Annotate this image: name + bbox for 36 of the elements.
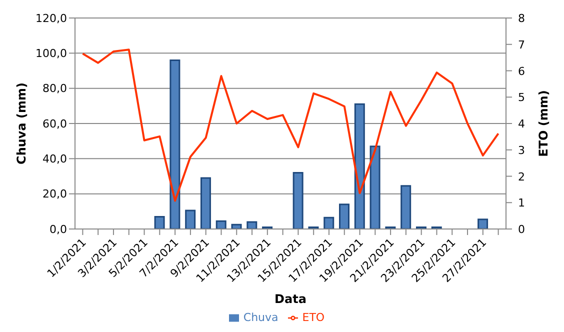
bar <box>370 146 380 229</box>
y-tick-label: 120,0 <box>36 12 67 25</box>
bar <box>246 221 258 229</box>
bar <box>154 216 165 229</box>
legend-label: ETO <box>302 311 325 324</box>
y-tick-label: 60,0 <box>42 117 67 130</box>
bar <box>400 185 412 229</box>
bar <box>354 103 365 229</box>
y2-axis-title: ETO (mm) <box>536 90 550 157</box>
x-axis-title: Data <box>274 292 306 306</box>
y2-tick-label: 3 <box>518 144 525 157</box>
legend-label: Chuva <box>243 311 278 324</box>
y-tick-label: 100,0 <box>36 47 67 60</box>
y-tick-label: 20,0 <box>42 188 67 201</box>
bar <box>231 224 242 229</box>
y-tick-label: 80,0 <box>42 82 67 96</box>
bar <box>324 216 334 229</box>
y-tick-label: 40,0 <box>42 152 67 166</box>
y2-tick-label: 5 <box>518 91 525 104</box>
y2-tick-label: 8 <box>518 12 525 25</box>
bar <box>185 210 196 229</box>
y2-tick-label: 0 <box>518 223 525 236</box>
y-axis-title: Chuva (mm) <box>14 82 28 164</box>
line-series <box>82 48 500 202</box>
y-tick-label: 0,0 <box>50 222 67 236</box>
y2-tick-label: 1 <box>518 196 525 210</box>
bar <box>478 218 488 229</box>
y2-tick-label: 4 <box>518 118 525 130</box>
y2-tick-label: 6 <box>518 64 525 78</box>
bar <box>292 172 304 229</box>
bar <box>339 204 350 229</box>
bar <box>216 220 226 229</box>
y2-tick-label: 7 <box>518 38 525 52</box>
bar <box>170 59 180 229</box>
bar <box>200 177 211 229</box>
y2-tick-label: 2 <box>518 170 525 184</box>
